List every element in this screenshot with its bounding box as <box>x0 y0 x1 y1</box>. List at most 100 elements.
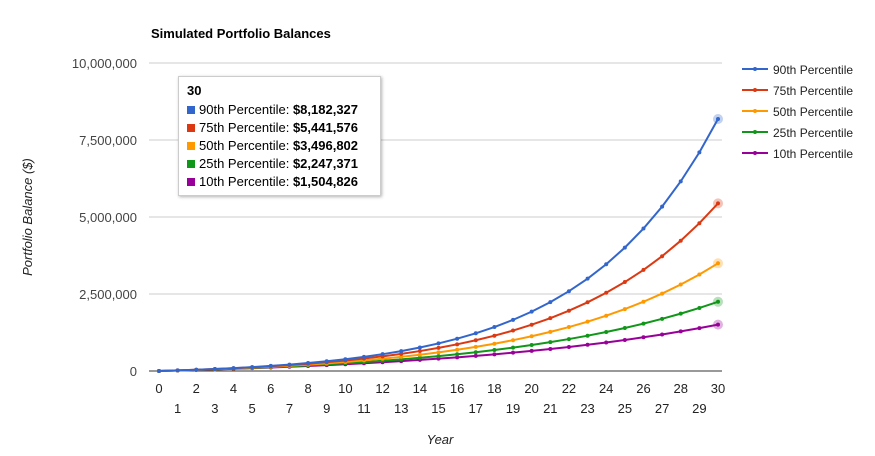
data-point <box>622 337 627 342</box>
data-point <box>716 201 720 206</box>
tooltip-title: 30 <box>187 83 202 98</box>
data-point <box>697 150 702 155</box>
data-point <box>660 204 665 209</box>
data-point <box>678 238 683 243</box>
tooltip-row: 25th Percentile: $2,247,371 <box>187 155 380 173</box>
data-point <box>548 300 553 305</box>
data-point <box>194 367 199 372</box>
data-point <box>622 307 627 312</box>
data-point <box>529 343 534 348</box>
data-point <box>641 335 646 340</box>
data-point <box>455 355 460 360</box>
swatch-icon <box>187 178 195 186</box>
data-point <box>566 337 571 342</box>
x-tick-label: 0 <box>155 381 162 396</box>
legend-marker-icon <box>753 67 757 71</box>
data-point <box>585 342 590 347</box>
data-point <box>660 316 665 321</box>
x-tick-label: 29 <box>692 401 706 416</box>
tooltip-label: 25th Percentile: <box>199 156 293 171</box>
tooltip-row: 90th Percentile: $8,182,327 <box>187 101 380 119</box>
data-point <box>566 344 571 349</box>
tooltip-value: $2,247,371 <box>292 156 359 171</box>
x-tick-label: 6 <box>267 381 274 396</box>
data-point <box>697 272 702 277</box>
data-point <box>641 267 646 272</box>
tooltip-label: 10th Percentile: <box>199 174 293 189</box>
x-tick-label: 8 <box>304 381 311 396</box>
highlight-point <box>713 113 723 124</box>
tooltip-value: $1,504,826 <box>292 174 359 189</box>
data-point <box>473 338 478 343</box>
data-point <box>306 361 311 366</box>
legend-marker-icon <box>753 109 757 113</box>
data-point <box>641 321 646 326</box>
legend-marker-icon <box>753 130 757 134</box>
swatch-icon <box>187 124 195 132</box>
data-point <box>231 366 236 371</box>
data-point <box>716 261 720 266</box>
x-tick-label: 21 <box>543 401 557 416</box>
data-point <box>399 349 404 354</box>
data-point <box>678 282 683 287</box>
legend-label: 25th Percentile <box>773 126 853 140</box>
data-point <box>417 349 422 354</box>
data-point <box>697 305 702 310</box>
x-tick-label: 3 <box>211 401 218 416</box>
y-tick-label: 10,000,000 <box>72 56 137 71</box>
data-point <box>604 313 609 318</box>
data-point <box>436 350 441 355</box>
data-point <box>529 309 534 314</box>
y-tick-label: 7,500,000 <box>79 133 137 148</box>
x-tick-label: 22 <box>562 381 576 396</box>
x-tick-label: 10 <box>338 381 352 396</box>
data-point <box>268 363 273 368</box>
data-point <box>492 352 497 357</box>
data-point <box>604 262 609 267</box>
tooltip-label: 75th Percentile: <box>199 120 293 135</box>
x-tick-label: 9 <box>323 401 330 416</box>
tooltip-row: 50th Percentile: $3,496,802 <box>187 137 380 155</box>
tooltip-value: $3,496,802 <box>292 138 359 153</box>
data-point <box>473 350 478 355</box>
data-point <box>604 290 609 295</box>
x-axis-title: Year <box>427 432 454 447</box>
data-point <box>455 336 460 341</box>
x-tick-label: 25 <box>618 401 632 416</box>
legend-label: 50th Percentile <box>773 105 853 119</box>
tooltip-row: 10th Percentile: $1,504,826 <box>187 173 380 191</box>
x-tick-label: 2 <box>193 381 200 396</box>
x-tick-label: 15 <box>431 401 445 416</box>
legend-marker-icon <box>753 151 757 155</box>
x-tick-label: 14 <box>413 381 427 396</box>
data-point <box>492 325 497 330</box>
data-point <box>660 291 665 296</box>
swatch-icon <box>187 160 195 168</box>
x-tick-label: 1 <box>174 401 181 416</box>
tooltip-label: 50th Percentile: <box>199 138 293 153</box>
tooltip: 30 90th Percentile: $8,182,327 75th Perc… <box>178 76 381 196</box>
data-point <box>511 350 516 355</box>
data-point <box>473 331 478 336</box>
data-point <box>287 362 292 367</box>
legend-marker-icon <box>753 88 757 92</box>
data-point <box>604 330 609 335</box>
highlight-point <box>713 296 723 307</box>
legend-label: 75th Percentile <box>773 84 853 98</box>
data-point <box>622 325 627 330</box>
data-point <box>175 368 180 373</box>
legend-label: 90th Percentile <box>773 63 853 77</box>
data-point <box>548 316 553 321</box>
data-point <box>436 341 441 346</box>
x-tick-label: 30 <box>711 381 725 396</box>
data-point <box>455 352 460 357</box>
data-point <box>212 366 217 371</box>
data-point <box>324 359 329 364</box>
data-point <box>660 332 665 337</box>
swatch-icon <box>187 142 195 150</box>
data-point <box>697 221 702 226</box>
tooltip-row: 75th Percentile: $5,441,576 <box>187 119 380 137</box>
series-line <box>158 202 719 372</box>
x-tick-label: 23 <box>580 401 594 416</box>
